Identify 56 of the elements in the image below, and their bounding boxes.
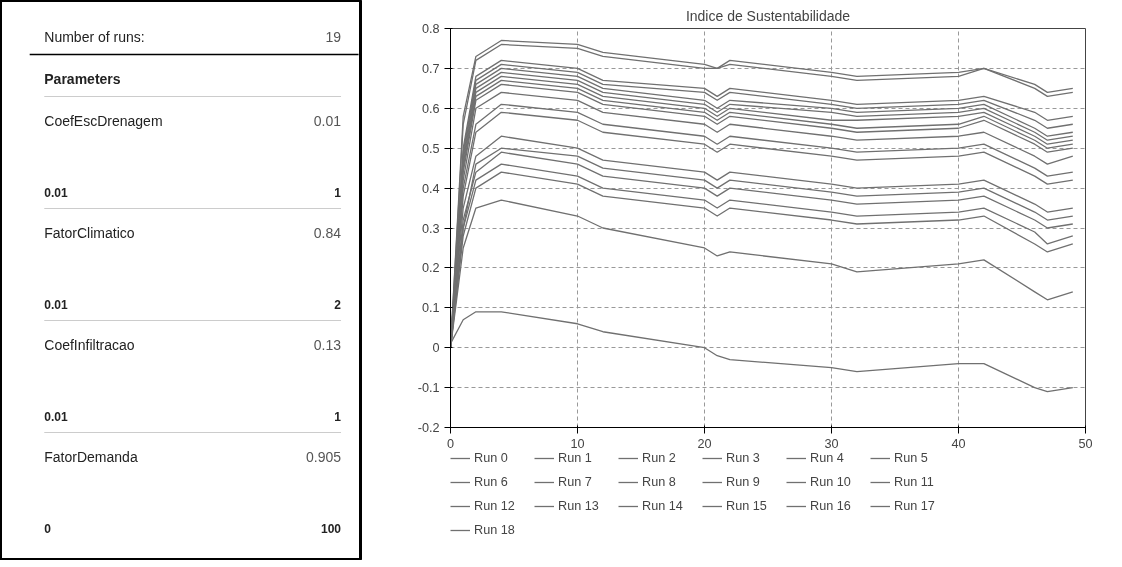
text: 19 (325, 28, 342, 45)
legend-label: Run 8 (642, 474, 677, 490)
legend-label: Run 4 (810, 450, 845, 466)
y-tick-label: 0.5 (421, 141, 440, 156)
legend-label: Run 1 (558, 450, 593, 466)
text: Number of runs: (44, 28, 145, 45)
legend-label: Run 18 (474, 522, 516, 538)
text: 100 (321, 522, 342, 536)
text: CoefInfiltracao (44, 336, 135, 353)
text: 0.13 (313, 336, 342, 353)
y-tick-label: 0.1 (421, 301, 440, 316)
text: 0.01 (44, 186, 68, 200)
x-tick-label: 20 (697, 436, 712, 451)
x-tick-label: 40 (951, 436, 966, 451)
text: 0 (44, 522, 52, 536)
y-tick-label: 0.3 (421, 221, 440, 236)
x-tick-label: 10 (570, 436, 585, 451)
legend-label: Run 16 (810, 498, 852, 514)
text: 0.01 (44, 410, 68, 424)
y-tick-label: -0.2 (417, 421, 440, 435)
x-tick-label: 30 (824, 436, 839, 451)
text: 0.01 (44, 298, 68, 312)
text: 1 (334, 186, 342, 200)
text: FatorDemanda (44, 448, 138, 465)
legend-label: Run 9 (726, 474, 761, 490)
text: Parameters (44, 70, 121, 87)
legend-label: Run 15 (726, 498, 768, 514)
text: FatorClimatico (44, 224, 135, 241)
y-tick-label: 0.2 (421, 261, 440, 276)
y-tick-label: 0.4 (421, 181, 440, 196)
legend-label: Run 5 (894, 450, 929, 466)
x-tick-label: 0 (446, 436, 455, 451)
legend-label: Run 13 (558, 498, 600, 514)
legend-label: Run 2 (642, 450, 677, 466)
legend-label: Run 17 (894, 498, 936, 514)
legend-label: Run 12 (474, 498, 516, 514)
text: 0.84 (313, 224, 342, 241)
y-tick-label: 0 (432, 341, 440, 356)
legend-label: Run 7 (558, 474, 593, 490)
text: 2 (334, 298, 342, 312)
text: 0.01 (313, 112, 342, 129)
text: 1 (334, 410, 342, 424)
legend-label: Run 14 (642, 498, 684, 514)
x-tick-label: 50 (1078, 436, 1093, 451)
text: 0.905 (306, 448, 342, 465)
chart-title: Indice de Sustentabilidade (685, 7, 851, 24)
y-tick-label: 0.8 (421, 22, 440, 36)
legend-label: Run 10 (810, 474, 852, 490)
legend-label: Run 0 (474, 450, 509, 466)
y-tick-label: 0.6 (421, 101, 440, 116)
text: CoefEscDrenagem (44, 112, 163, 129)
legend-label: Run 11 (894, 474, 935, 490)
y-tick-label: 0.7 (421, 61, 440, 76)
legend-label: Run 3 (726, 450, 761, 466)
y-tick-label: -0.1 (417, 381, 440, 396)
legend-label: Run 6 (474, 474, 509, 490)
